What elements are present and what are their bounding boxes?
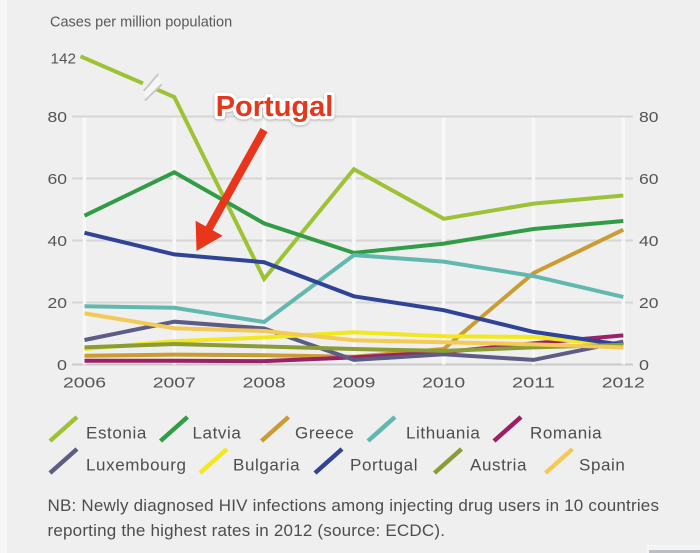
svg-text:2010: 2010 (422, 375, 465, 392)
svg-text:Austria: Austria (470, 456, 527, 475)
svg-text:Spain: Spain (579, 456, 625, 475)
svg-text:0: 0 (639, 357, 649, 374)
svg-text:2009: 2009 (332, 375, 375, 392)
svg-text:20: 20 (639, 295, 659, 312)
svg-text:60: 60 (48, 171, 68, 188)
svg-text:Romania: Romania (530, 424, 602, 443)
svg-text:80: 80 (639, 109, 659, 126)
svg-text:60: 60 (639, 171, 659, 188)
svg-text:20: 20 (48, 295, 68, 312)
svg-text:reporting the highest rates in: reporting the highest rates in 2012 (sou… (48, 521, 446, 540)
svg-text:Luxembourg: Luxembourg (86, 456, 187, 475)
svg-text:142: 142 (51, 51, 77, 68)
svg-text:2012: 2012 (602, 375, 645, 392)
svg-text:Bulgaria: Bulgaria (233, 456, 300, 475)
svg-text:40: 40 (639, 233, 659, 250)
svg-text:2007: 2007 (153, 375, 196, 392)
svg-text:Portugal: Portugal (350, 456, 418, 475)
svg-text:Portugal: Portugal (216, 91, 334, 123)
svg-text:Lithuania: Lithuania (406, 424, 480, 443)
svg-text:NB: Newly diagnosed HIV infect: NB: Newly diagnosed HIV infections among… (48, 496, 660, 515)
svg-text:40: 40 (48, 233, 68, 250)
svg-text:80: 80 (48, 109, 68, 126)
svg-text:Estonia: Estonia (86, 424, 147, 443)
svg-text:2008: 2008 (243, 375, 286, 392)
svg-text:0: 0 (57, 357, 67, 374)
svg-text:2006: 2006 (63, 375, 106, 392)
svg-text:Latvia: Latvia (193, 424, 242, 443)
svg-text:2011: 2011 (512, 375, 555, 392)
svg-text:Greece: Greece (295, 424, 354, 443)
svg-text:Cases per million population: Cases per million population (50, 15, 232, 31)
